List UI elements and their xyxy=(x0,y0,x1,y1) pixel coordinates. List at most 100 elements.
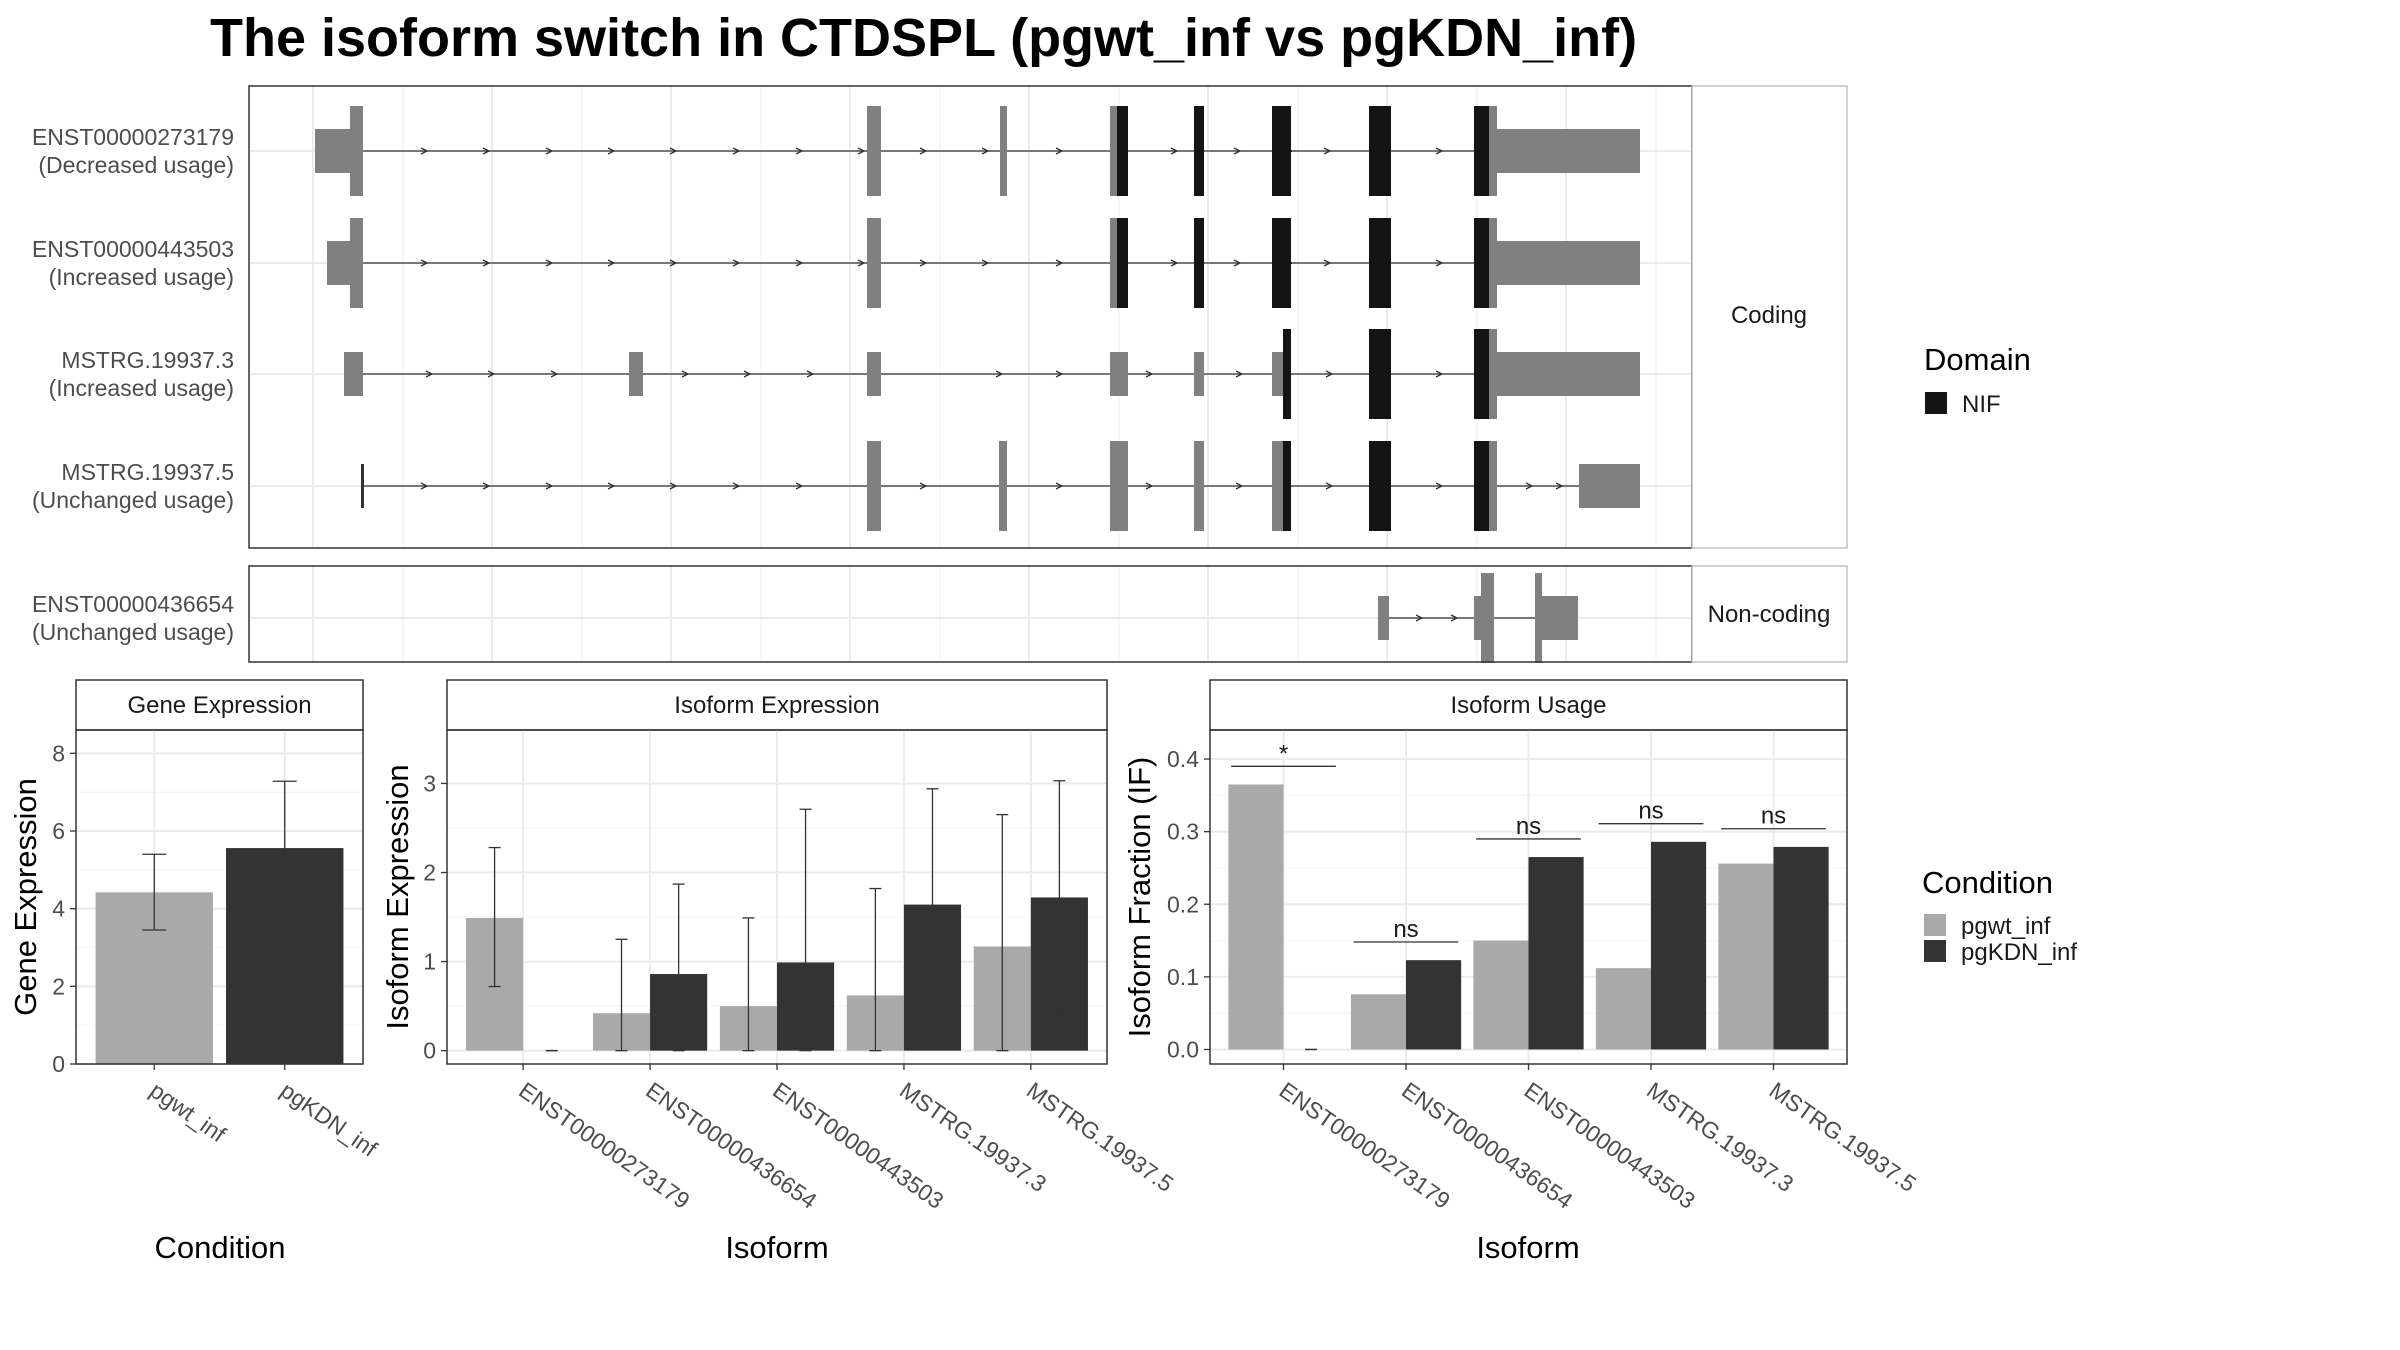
transcript-model-0 xyxy=(315,106,1640,196)
transcript-id-label: MSTRG.19937.3 xyxy=(61,347,234,373)
domain-exon xyxy=(1369,106,1391,196)
exon xyxy=(999,441,1007,531)
strand-arrow xyxy=(420,259,429,267)
strand-arrow xyxy=(1235,370,1244,378)
domain-exon xyxy=(1474,218,1489,308)
strand-arrow xyxy=(981,147,990,155)
strand-arrow xyxy=(1323,147,1332,155)
exon xyxy=(1110,352,1128,396)
figure-title: The isoform switch in CTDSPL (pgwt_inf v… xyxy=(210,8,1637,68)
exon xyxy=(361,464,364,508)
strand-arrow xyxy=(482,147,491,155)
y-axis-label: Isoform Fraction (IF) xyxy=(1122,757,1157,1038)
exon xyxy=(1272,441,1283,531)
strand-arrow xyxy=(919,259,928,267)
strand-arrow xyxy=(1525,482,1534,490)
domain-legend-key-nif xyxy=(1925,392,1947,414)
transcript-models xyxy=(315,106,1640,663)
bar-pgwt_inf-4 xyxy=(1718,863,1774,1050)
exon xyxy=(1489,441,1497,531)
exon xyxy=(867,441,881,531)
condition-legend-label-pgkdn: pgKDN_inf xyxy=(1961,939,2077,966)
domain-exon xyxy=(1369,441,1391,531)
exon xyxy=(1489,218,1497,308)
exon xyxy=(315,129,350,173)
noncoding-strip-label: Non-coding xyxy=(1708,601,1831,628)
strand-arrow xyxy=(607,259,616,267)
coding-strip xyxy=(1691,85,1848,549)
strand-arrow xyxy=(1450,614,1459,622)
strand-arrow xyxy=(425,370,434,378)
strand-arrow xyxy=(1055,147,1064,155)
strand-arrow xyxy=(743,370,752,378)
domain-legend-title: Domain xyxy=(1924,342,2031,377)
panel-title: Gene Expression xyxy=(127,692,311,719)
x-axis-label: Isoform xyxy=(725,1230,828,1265)
exon xyxy=(1481,573,1494,663)
strand-arrow xyxy=(1145,370,1154,378)
strand-arrow xyxy=(1233,147,1242,155)
exon xyxy=(1542,596,1578,640)
significance-label: ns xyxy=(1761,803,1786,830)
x-tick-label: pgwt_inf xyxy=(145,1077,231,1148)
strand-arrow xyxy=(1055,259,1064,267)
y-tick-label: 3 xyxy=(423,770,436,796)
strand-arrow xyxy=(420,147,429,155)
exon xyxy=(1272,352,1283,396)
domain-exon xyxy=(1283,329,1291,419)
strand-arrow xyxy=(1325,370,1334,378)
exon xyxy=(1474,596,1481,640)
transcript-usage-label: (Decreased usage) xyxy=(38,152,234,178)
strand-arrow xyxy=(857,259,866,267)
strand-arrow xyxy=(1235,482,1244,490)
exon xyxy=(867,352,881,396)
strand-arrow xyxy=(550,370,559,378)
exon xyxy=(1497,241,1640,285)
y-tick-label: 8 xyxy=(52,740,65,766)
strand-arrow xyxy=(607,147,616,155)
strand-arrow xyxy=(1435,259,1444,267)
domain-exon xyxy=(1272,218,1291,308)
y-tick-label: 2 xyxy=(52,973,65,999)
y-tick-label: 0 xyxy=(423,1038,436,1064)
significance-label: ns xyxy=(1393,916,1418,943)
significance-label: * xyxy=(1279,740,1288,767)
exon xyxy=(1589,464,1640,508)
exon xyxy=(1110,106,1117,196)
strand-arrow xyxy=(545,482,554,490)
strand-arrow xyxy=(919,482,928,490)
strand-arrow xyxy=(1325,482,1334,490)
transcript-structure-panel: Coding Non-coding ENST00000273179(Decrea… xyxy=(32,85,1848,663)
bar-pgKDN_inf-3 xyxy=(1651,841,1707,1050)
panel-strip xyxy=(1209,679,1848,731)
domain-exon xyxy=(1117,218,1128,308)
transcript-usage-label: (Unchanged usage) xyxy=(32,619,234,645)
panel-title: Isoform Expression xyxy=(674,692,879,719)
exon xyxy=(1535,573,1542,663)
exon xyxy=(1194,441,1204,531)
transcript-usage-label: (Unchanged usage) xyxy=(32,487,234,513)
strand-arrow xyxy=(1323,259,1332,267)
strand-arrow xyxy=(1435,370,1444,378)
y-tick-label: 0.0 xyxy=(1167,1036,1199,1062)
strand-arrow xyxy=(1170,147,1179,155)
exon xyxy=(350,218,363,308)
domain-exon xyxy=(1474,106,1489,196)
strand-arrow xyxy=(681,370,690,378)
transcript-model-3 xyxy=(361,441,1640,531)
transcript-id-label: ENST00000436654 xyxy=(32,591,234,617)
domain-exon xyxy=(1369,329,1391,419)
exon xyxy=(1194,352,1204,396)
strand-arrow xyxy=(1055,370,1064,378)
strand-arrow xyxy=(669,482,678,490)
domain-exon xyxy=(1117,106,1128,196)
strand-arrow xyxy=(420,482,429,490)
bar-pgKDN_inf-4 xyxy=(1773,846,1829,1050)
y-tick-label: 6 xyxy=(52,818,65,844)
exon xyxy=(344,352,363,396)
x-tick-label: pgKDN_inf xyxy=(276,1077,383,1162)
exon xyxy=(1000,106,1007,196)
strand-arrow xyxy=(919,147,928,155)
y-axis-label: Isoform Expression xyxy=(380,764,415,1029)
